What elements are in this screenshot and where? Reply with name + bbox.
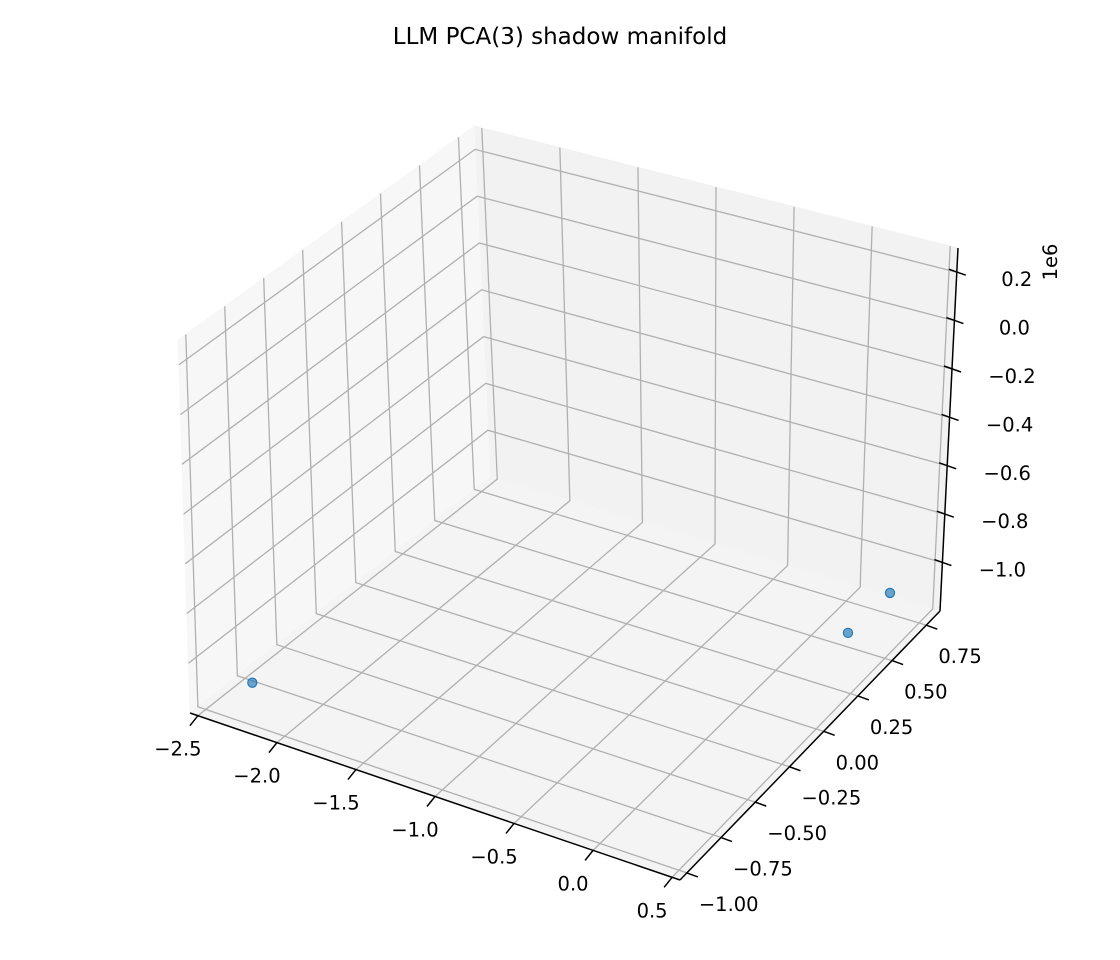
y-tick-mark [720,836,733,843]
y-tick-label: −0.25 [801,787,861,810]
x-tick-label: 0.0 [558,872,589,895]
data-point [842,627,854,639]
z-tick-label: 0.2 [1001,268,1032,291]
scatter-points [247,587,896,688]
z-tick-label: −0.6 [984,462,1031,485]
z-axis-line [939,247,959,612]
y-tick-mark [857,695,870,701]
tick-labels: −2.5 −2.0 −1.5 −1.0 −0.5 0.0 0.5 −1.00 −0.75 −0.5… [154,268,1035,922]
z-tick-mark [943,365,962,373]
z-tick-label: 0.0 [999,317,1030,340]
y-tick-label: −0.75 [733,858,793,881]
data-point [247,677,258,688]
x-tick-label: −2.0 [233,765,280,788]
y-tick-mark [755,801,767,807]
z-tick-label: −0.2 [988,365,1035,388]
z-tick-label: −0.4 [986,413,1033,436]
z-gridline [186,382,945,615]
x-tick-label: −2.5 [154,738,201,761]
y-axis-line [679,610,941,881]
x-tick-mark [268,742,278,754]
chart-title: LLM PCA(3) shadow manifold [393,24,727,50]
y-tick-label: 0.75 [938,645,981,668]
z-tick-mark [948,268,967,276]
z-tick-label: −0.8 [981,510,1028,533]
z-gridline [188,429,943,664]
x-tick-mark [189,715,199,727]
z-gridline [181,242,953,465]
y-tick-label: −0.50 [767,822,827,845]
y-tick-mark [926,624,938,630]
y-tick-mark [823,730,835,737]
x-tick-mark [347,769,357,781]
tick-marks [189,268,967,888]
z-tick-mark [936,510,955,518]
x-tick-mark [505,822,515,834]
y-tick-label: 0.50 [904,681,947,704]
y-tick-mark [891,659,904,666]
x-tick-mark [426,796,436,807]
z-gridline [184,335,948,565]
x-tick-label: −1.0 [391,819,438,842]
x-tick-mark [663,876,673,888]
x-tick-label: −1.5 [312,792,359,815]
z-gridline [183,289,950,515]
y-tick-label: 0.00 [836,751,879,774]
x-tick-label: −0.5 [470,845,517,868]
z-offset-label: 1e6 [1039,244,1062,281]
y-tick-label: 0.25 [870,716,913,739]
x-tick-label: 0.5 [637,899,668,922]
y-tick-mark [686,872,699,878]
y-tick-label: −1.00 [699,893,759,916]
z-tick-mark [934,558,952,567]
z-tick-mark [938,462,957,470]
z-gridline [178,148,957,366]
z-gridline [180,195,955,416]
y-tick-mark [789,766,801,772]
x-tick-mark [584,849,594,861]
z-tick-mark [946,316,964,325]
data-point [884,587,896,599]
z-tick-mark [941,413,959,422]
z-tick-label: −1.0 [979,559,1026,582]
gridlines [178,127,957,878]
